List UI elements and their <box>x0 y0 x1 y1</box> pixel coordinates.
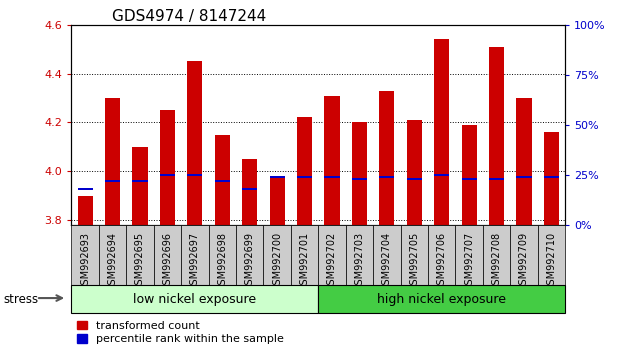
Text: GSM992707: GSM992707 <box>464 232 474 291</box>
Text: GSM992698: GSM992698 <box>217 232 227 291</box>
Bar <box>538 225 565 285</box>
Bar <box>434 173 449 176</box>
Text: GSM992705: GSM992705 <box>409 232 419 291</box>
Bar <box>544 132 559 225</box>
Bar <box>99 225 126 285</box>
Bar <box>352 122 367 225</box>
Bar <box>544 176 559 178</box>
Text: stress: stress <box>3 293 39 306</box>
Text: high nickel exposure: high nickel exposure <box>377 293 506 306</box>
Bar <box>461 178 477 180</box>
Bar <box>181 225 209 285</box>
Text: GSM992695: GSM992695 <box>135 232 145 291</box>
Bar <box>297 118 312 225</box>
Bar <box>401 225 428 285</box>
Bar <box>242 188 257 190</box>
Text: low nickel exposure: low nickel exposure <box>134 293 256 306</box>
Bar <box>270 176 284 178</box>
Bar <box>352 178 367 180</box>
Bar <box>483 225 510 285</box>
Bar <box>489 47 504 225</box>
Bar <box>517 98 532 225</box>
Text: GSM992693: GSM992693 <box>80 232 90 291</box>
Text: GSM992702: GSM992702 <box>327 232 337 291</box>
Text: GSM992700: GSM992700 <box>272 232 282 291</box>
Bar <box>160 110 175 225</box>
Bar <box>291 225 318 285</box>
Bar <box>455 225 483 285</box>
Bar <box>346 225 373 285</box>
Text: GSM992699: GSM992699 <box>245 232 255 291</box>
Bar <box>407 120 422 225</box>
Text: GSM992694: GSM992694 <box>107 232 117 291</box>
Bar <box>188 173 202 176</box>
Bar <box>324 96 340 225</box>
Bar <box>434 39 449 225</box>
Bar <box>78 188 93 190</box>
Bar <box>215 135 230 225</box>
Bar <box>105 98 120 225</box>
Text: GSM992710: GSM992710 <box>546 232 556 291</box>
Bar <box>510 225 538 285</box>
Bar <box>71 285 318 313</box>
Text: GSM992703: GSM992703 <box>355 232 365 291</box>
Legend: transformed count, percentile rank within the sample: transformed count, percentile rank withi… <box>77 321 284 344</box>
Bar <box>132 179 148 182</box>
Bar <box>126 225 154 285</box>
Bar <box>71 225 99 285</box>
Bar <box>489 178 504 180</box>
Bar <box>78 195 93 225</box>
Bar <box>236 225 263 285</box>
Bar <box>209 225 236 285</box>
Bar <box>105 179 120 182</box>
Text: GSM992709: GSM992709 <box>519 232 529 291</box>
Text: GSM992696: GSM992696 <box>163 232 173 291</box>
Bar <box>318 285 565 313</box>
Bar <box>379 91 394 225</box>
Bar <box>428 225 455 285</box>
Bar <box>379 176 394 178</box>
Text: GSM992708: GSM992708 <box>492 232 502 291</box>
Text: GSM992704: GSM992704 <box>382 232 392 291</box>
Bar <box>270 178 284 225</box>
Bar <box>461 125 477 225</box>
Bar <box>242 159 257 225</box>
Bar <box>263 225 291 285</box>
Text: GSM992701: GSM992701 <box>299 232 309 291</box>
Text: GSM992706: GSM992706 <box>437 232 446 291</box>
Bar <box>297 176 312 178</box>
Bar <box>517 176 532 178</box>
Bar <box>215 179 230 182</box>
Bar <box>188 61 202 225</box>
Bar <box>132 147 148 225</box>
Bar <box>373 225 401 285</box>
Bar <box>407 178 422 180</box>
Text: GDS4974 / 8147244: GDS4974 / 8147244 <box>112 9 266 24</box>
Text: GSM992697: GSM992697 <box>190 232 200 291</box>
Bar <box>160 173 175 176</box>
Bar <box>154 225 181 285</box>
Bar <box>324 176 340 178</box>
Bar <box>318 225 346 285</box>
